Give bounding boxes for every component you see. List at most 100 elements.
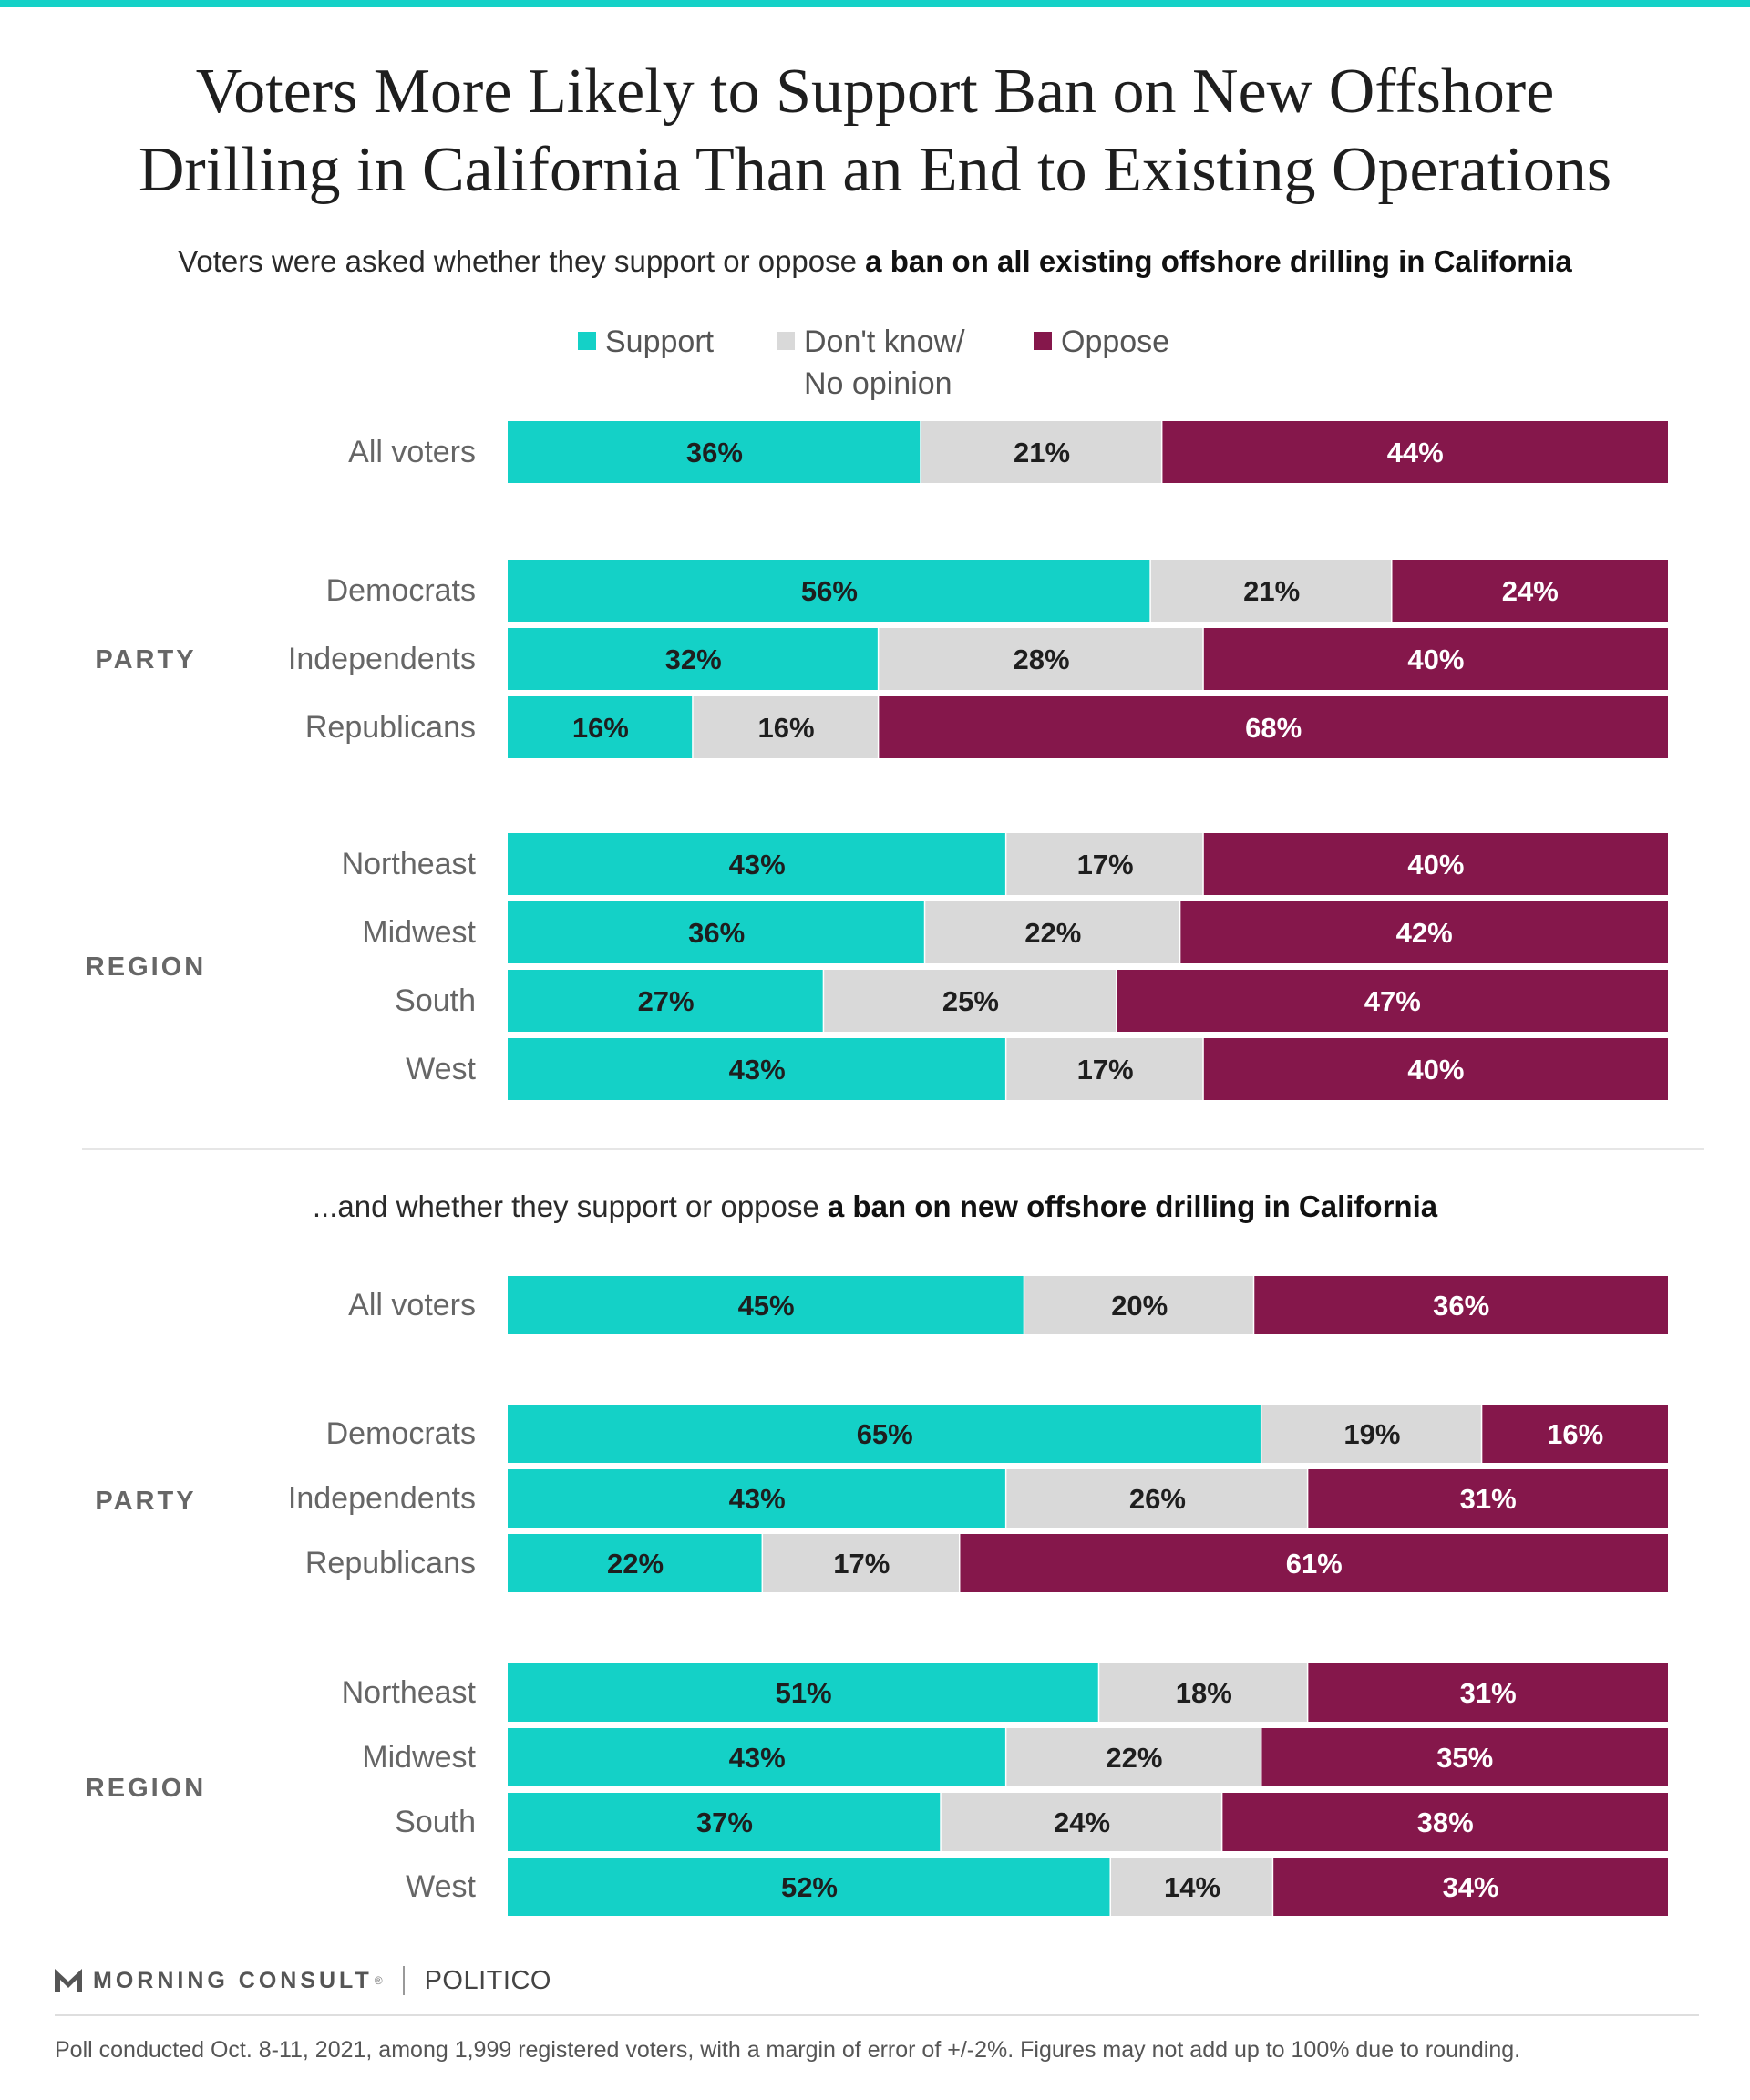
row-label-midwest: Midwest	[362, 915, 476, 950]
legend-oppose-label: Oppose	[1061, 324, 1170, 359]
subtitle-new-bold: a ban on new offshore drilling in Califo…	[827, 1189, 1438, 1223]
bar-support-west	[508, 1038, 1005, 1100]
bar-dont-know-midwest	[925, 901, 1179, 963]
bar-oppose-republicans	[960, 1534, 1668, 1592]
data-label-oppose-independents: 31%	[1460, 1483, 1517, 1515]
row-label-republicans: Republicans	[305, 1546, 476, 1580]
bar-support-northeast	[508, 833, 1005, 895]
data-label-support-independents: 43%	[729, 1483, 786, 1515]
top-accent-bar	[0, 0, 1750, 7]
bar-dont-know-midwest	[1006, 1728, 1261, 1786]
data-label-dont-know-northeast: 18%	[1176, 1677, 1232, 1709]
data-label-dont-know-republicans: 17%	[833, 1548, 890, 1580]
bar-oppose-midwest	[1180, 901, 1668, 963]
data-label-dont-know-west: 17%	[1077, 1054, 1134, 1086]
data-label-oppose-midwest: 42%	[1396, 917, 1453, 949]
bar-dont-know-west	[1110, 1858, 1272, 1916]
bar-support-independents	[508, 628, 878, 690]
bar-oppose-republicans	[879, 696, 1668, 758]
subtitle-existing-bold: a ban on all existing offshore drilling …	[865, 244, 1572, 278]
bar-support-south	[508, 970, 823, 1032]
row-label-northeast: Northeast	[342, 1675, 477, 1710]
bar-support-democrats	[508, 560, 1150, 622]
bar-oppose-west	[1203, 1038, 1668, 1100]
legend-oppose: Oppose	[1034, 321, 1169, 363]
bar-dont-know-south	[824, 970, 1117, 1032]
data-label-oppose-south: 38%	[1417, 1807, 1474, 1838]
branding: MORNING CONSULT ® POLITICO	[55, 1964, 551, 1997]
chart-title-line-1: Voters More Likely to Support Ban on New…	[195, 57, 1555, 127]
legend-dont-know-label-2: No opinion	[804, 366, 952, 401]
bar-oppose-west	[1273, 1858, 1668, 1916]
group-label-region: REGION	[86, 952, 206, 982]
data-label-dont-know-democrats: 21%	[1243, 575, 1300, 607]
data-label-support-south: 27%	[638, 985, 695, 1017]
data-label-support-midwest: 43%	[729, 1742, 786, 1774]
footnote: Poll conducted Oct. 8-11, 2021, among 1,…	[55, 2037, 1521, 2063]
data-label-support-all-voters: 36%	[686, 437, 743, 468]
data-label-oppose-all-voters: 44%	[1387, 437, 1444, 468]
data-label-support-northeast: 43%	[729, 849, 786, 880]
bar-oppose-all-voters	[1162, 421, 1668, 483]
bar-oppose-democrats	[1392, 560, 1668, 622]
branding-separator	[402, 1966, 405, 1995]
group-label-party: PARTY	[95, 645, 196, 674]
bar-support-midwest	[508, 901, 924, 963]
legend-dont-know-label-1: Don't know/	[804, 324, 965, 359]
data-label-dont-know-democrats: 19%	[1343, 1418, 1400, 1450]
data-label-oppose-democrats: 24%	[1502, 575, 1559, 607]
bar-support-republicans	[508, 1534, 762, 1592]
bar-dont-know-democrats	[1261, 1405, 1481, 1463]
data-label-support-all-voters: 45%	[738, 1290, 795, 1322]
row-label-northeast: Northeast	[342, 847, 477, 881]
data-label-support-democrats: 65%	[857, 1418, 913, 1450]
data-label-dont-know-northeast: 17%	[1077, 849, 1134, 880]
data-label-dont-know-west: 14%	[1164, 1871, 1220, 1903]
row-label-democrats: Democrats	[326, 1416, 476, 1451]
group-label-party: PARTY	[95, 1487, 196, 1516]
chart-title-line-2: Drilling in California Than an End to Ex…	[138, 135, 1612, 205]
data-label-support-republicans: 16%	[572, 712, 629, 744]
bar-support-south	[508, 1793, 941, 1851]
row-label-independents: Independents	[288, 1481, 476, 1516]
row-label-west: West	[406, 1052, 476, 1086]
row-label-west: West	[406, 1869, 476, 1904]
bar-support-all-voters	[508, 421, 921, 483]
data-label-dont-know-independents: 28%	[1014, 643, 1070, 675]
group-label-region: REGION	[86, 1774, 206, 1803]
bar-oppose-midwest	[1261, 1728, 1668, 1786]
morning-consult-logo-icon	[55, 1969, 82, 1992]
bar-dont-know-independents	[1006, 1469, 1307, 1528]
bar-oppose-independents	[1203, 628, 1668, 690]
data-label-support-independents: 32%	[665, 643, 722, 675]
data-label-oppose-republicans: 68%	[1245, 712, 1302, 744]
row-label-independents: Independents	[288, 642, 476, 676]
data-label-oppose-south: 47%	[1364, 985, 1421, 1017]
trademark-mark: ®	[374, 1974, 383, 1987]
legend-support-label: Support	[605, 324, 715, 359]
row-label-all-voters: All voters	[348, 1288, 476, 1323]
data-label-oppose-all-voters: 36%	[1433, 1290, 1489, 1322]
bar-oppose-independents	[1308, 1469, 1668, 1528]
data-label-dont-know-all-voters: 20%	[1111, 1290, 1168, 1322]
data-label-oppose-northeast: 40%	[1407, 849, 1464, 880]
morning-consult-wordmark: MORNING CONSULT	[93, 1967, 373, 1993]
bar-dont-know-democrats	[1150, 560, 1392, 622]
data-label-oppose-republicans: 61%	[1286, 1548, 1343, 1580]
legend-dont-know-swatch	[777, 332, 795, 350]
data-label-oppose-midwest: 35%	[1436, 1742, 1493, 1774]
bar-oppose-northeast	[1203, 833, 1668, 895]
bar-dont-know-all-voters	[921, 421, 1161, 483]
bar-support-midwest	[508, 1728, 1005, 1786]
bar-dont-know-republicans	[763, 1534, 959, 1592]
data-label-dont-know-independents: 26%	[1129, 1483, 1186, 1515]
legend-dont-know-line2: No opinion	[804, 363, 952, 405]
subtitle-existing-pre: Voters were asked whether they support o…	[178, 244, 866, 278]
row-label-all-voters: All voters	[348, 435, 476, 469]
footer-rule	[55, 2014, 1699, 2016]
bar-oppose-south	[1117, 970, 1668, 1032]
row-label-republicans: Republicans	[305, 710, 476, 745]
data-label-oppose-independents: 40%	[1407, 643, 1464, 675]
bar-dont-know-northeast	[1006, 833, 1203, 895]
